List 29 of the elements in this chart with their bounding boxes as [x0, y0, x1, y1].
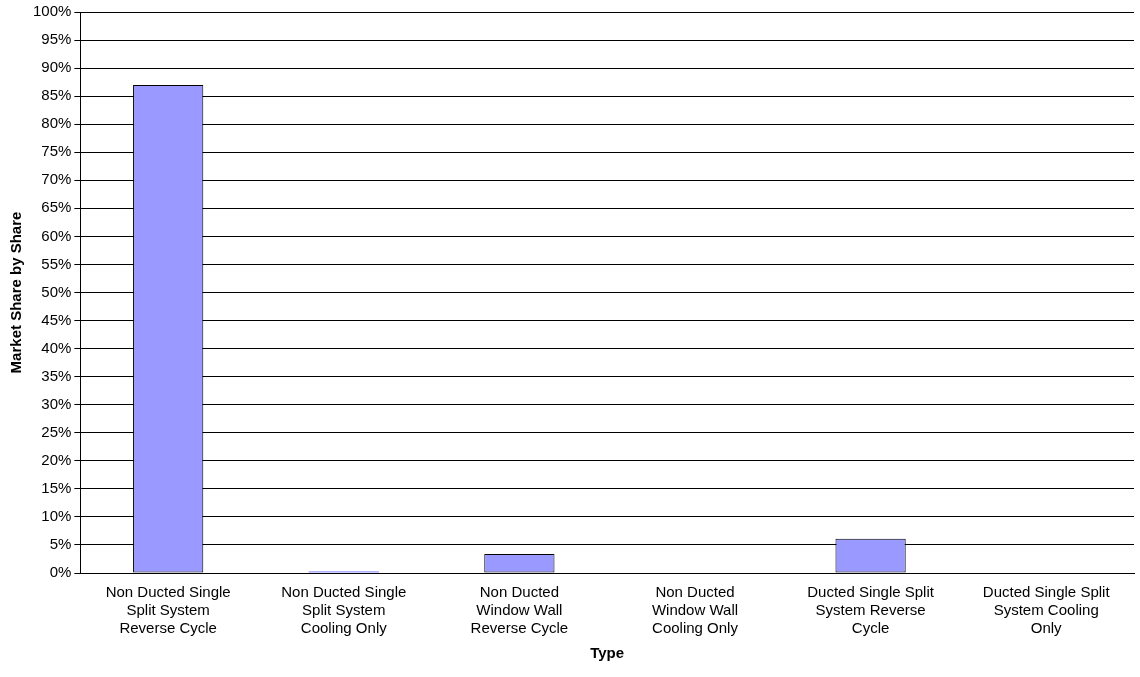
y-tick-label: 50%: [41, 282, 72, 300]
y-tick-label: 55%: [41, 254, 72, 272]
x-tick-label: Ducted Single Split System Reverse Cycle: [807, 583, 935, 637]
y-tick-label: 40%: [41, 338, 72, 356]
y-tick-label: 30%: [41, 394, 72, 412]
y-tick-label: 90%: [41, 58, 72, 76]
y-tick-label: 100%: [32, 2, 72, 20]
y-tick-label: 95%: [41, 30, 72, 48]
y-tick-label: 45%: [41, 310, 72, 328]
y-tick-label: 20%: [41, 450, 72, 468]
y-tick-label: 0%: [49, 563, 72, 581]
x-tick-label: Non Ducted Single Split System Reverse Cycle: [105, 583, 231, 637]
y-tick-label: 65%: [41, 198, 72, 216]
y-tick-label: 60%: [41, 226, 72, 244]
y-tick-label: 25%: [41, 422, 72, 440]
y-tick-label: 70%: [41, 170, 72, 188]
x-tick-label: Ducted Single Split System Cooling Only: [982, 583, 1111, 637]
y-tick-label: 80%: [41, 114, 72, 132]
y-tick-label: 85%: [41, 86, 72, 104]
y-tick-label: 5%: [49, 535, 72, 553]
x-axis-title: Type: [590, 644, 625, 662]
x-tick-label: Non Ducted Single Split System Cooling Only: [281, 583, 407, 637]
x-tick-label: Non Ducted Window Wall Reverse Cycle: [470, 583, 569, 637]
y-tick-label: 15%: [41, 478, 72, 496]
y-tick-label: 75%: [41, 142, 72, 160]
y-tick-label: 35%: [41, 366, 72, 384]
y-axis-title: Market Share by Share: [7, 211, 25, 374]
y-tick-label: 10%: [41, 507, 72, 525]
x-tick-label: Non Ducted Window Wall Cooling Only: [651, 583, 739, 637]
